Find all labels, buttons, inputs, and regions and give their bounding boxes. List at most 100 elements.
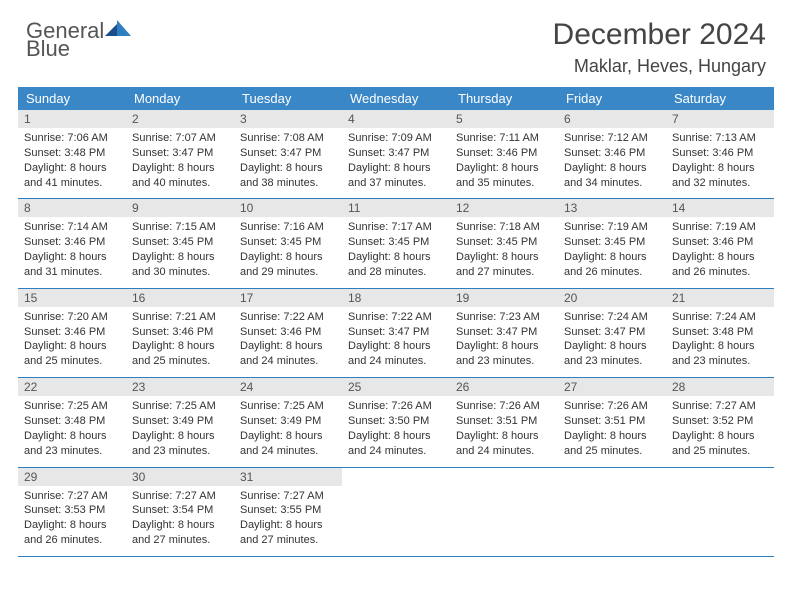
week-row: 8Sunrise: 7:14 AMSunset: 3:46 PMDaylight… — [18, 199, 774, 288]
empty-day-cell — [666, 468, 774, 556]
day-info-line: Daylight: 8 hours — [132, 518, 228, 533]
day-number-row: 5 — [450, 110, 558, 128]
logo: General Blue — [26, 18, 131, 60]
empty-day-cell — [450, 468, 558, 556]
day-info-line: Sunset: 3:51 PM — [564, 414, 660, 429]
day-info-line: Sunset: 3:53 PM — [24, 503, 120, 518]
day-info-line: Daylight: 8 hours — [672, 339, 768, 354]
day-info-line: and 26 minutes. — [672, 265, 768, 280]
day-info-line: Sunrise: 7:26 AM — [348, 399, 444, 414]
day-info-line: Sunrise: 7:25 AM — [24, 399, 120, 414]
day-cell: 27Sunrise: 7:26 AMSunset: 3:51 PMDayligh… — [558, 378, 666, 466]
day-number-row: 13 — [558, 199, 666, 217]
day-info-line: and 27 minutes. — [456, 265, 552, 280]
day-info-line: Sunset: 3:47 PM — [348, 146, 444, 161]
day-info-line: Sunset: 3:45 PM — [348, 235, 444, 250]
day-number-row: 21 — [666, 289, 774, 307]
day-info-line: Daylight: 8 hours — [564, 161, 660, 176]
day-cell: 31Sunrise: 7:27 AMSunset: 3:55 PMDayligh… — [234, 468, 342, 556]
day-info-line: Sunset: 3:47 PM — [348, 325, 444, 340]
day-number-row: 9 — [126, 199, 234, 217]
day-info-line: Sunrise: 7:27 AM — [24, 489, 120, 504]
day-info-line: Sunrise: 7:24 AM — [672, 310, 768, 325]
day-info-line: Daylight: 8 hours — [564, 250, 660, 265]
day-number-row: 6 — [558, 110, 666, 128]
day-number-row: 28 — [666, 378, 774, 396]
day-number: 7 — [672, 112, 768, 126]
day-info-line: Sunset: 3:52 PM — [672, 414, 768, 429]
day-info-line: and 31 minutes. — [24, 265, 120, 280]
day-cell: 1Sunrise: 7:06 AMSunset: 3:48 PMDaylight… — [18, 110, 126, 198]
day-info-line: Daylight: 8 hours — [348, 429, 444, 444]
day-info-line: Sunrise: 7:20 AM — [24, 310, 120, 325]
day-info-line: Sunset: 3:46 PM — [672, 235, 768, 250]
day-info-line: and 25 minutes. — [564, 444, 660, 459]
day-number-row: 12 — [450, 199, 558, 217]
day-info-line: Sunset: 3:55 PM — [240, 503, 336, 518]
day-info-line: Sunset: 3:48 PM — [672, 325, 768, 340]
day-info-line: Daylight: 8 hours — [456, 429, 552, 444]
day-header: Monday — [126, 87, 234, 110]
day-info-line: Sunrise: 7:23 AM — [456, 310, 552, 325]
day-info-line: and 29 minutes. — [240, 265, 336, 280]
week-row: 15Sunrise: 7:20 AMSunset: 3:46 PMDayligh… — [18, 289, 774, 378]
day-number-row: 22 — [18, 378, 126, 396]
title-block: December 2024 Maklar, Heves, Hungary — [553, 18, 766, 77]
day-info-line: Sunrise: 7:14 AM — [24, 220, 120, 235]
day-cell: 16Sunrise: 7:21 AMSunset: 3:46 PMDayligh… — [126, 289, 234, 377]
day-info-line: Sunset: 3:47 PM — [564, 325, 660, 340]
week-row: 1Sunrise: 7:06 AMSunset: 3:48 PMDaylight… — [18, 110, 774, 199]
day-info-line: and 25 minutes. — [672, 444, 768, 459]
day-info-line: Sunrise: 7:24 AM — [564, 310, 660, 325]
day-info-line: Daylight: 8 hours — [24, 429, 120, 444]
day-number: 21 — [672, 291, 768, 305]
empty-day-cell — [342, 468, 450, 556]
day-number-row: 2 — [126, 110, 234, 128]
day-info-line: and 24 minutes. — [456, 444, 552, 459]
day-info-line: Sunset: 3:48 PM — [24, 414, 120, 429]
day-number-row: 18 — [342, 289, 450, 307]
day-info-line: and 25 minutes. — [24, 354, 120, 369]
day-info-line: and 27 minutes. — [132, 533, 228, 548]
day-number-row: 27 — [558, 378, 666, 396]
day-info-line: Sunrise: 7:18 AM — [456, 220, 552, 235]
day-info-line: Sunrise: 7:27 AM — [132, 489, 228, 504]
day-cell: 12Sunrise: 7:18 AMSunset: 3:45 PMDayligh… — [450, 199, 558, 287]
day-info-line: Sunrise: 7:22 AM — [348, 310, 444, 325]
day-info-line: and 26 minutes. — [24, 533, 120, 548]
day-number: 8 — [24, 201, 120, 215]
day-info-line: Daylight: 8 hours — [564, 339, 660, 354]
day-info-line: and 24 minutes. — [348, 444, 444, 459]
day-info-line: Daylight: 8 hours — [456, 161, 552, 176]
day-info-line: and 35 minutes. — [456, 176, 552, 191]
day-number: 26 — [456, 380, 552, 394]
day-info-line: Daylight: 8 hours — [672, 161, 768, 176]
day-info-line: and 41 minutes. — [24, 176, 120, 191]
day-cell: 3Sunrise: 7:08 AMSunset: 3:47 PMDaylight… — [234, 110, 342, 198]
day-number: 3 — [240, 112, 336, 126]
day-number: 9 — [132, 201, 228, 215]
day-info-line: Sunrise: 7:25 AM — [132, 399, 228, 414]
day-info-line: Sunset: 3:46 PM — [672, 146, 768, 161]
day-info-line: and 28 minutes. — [348, 265, 444, 280]
day-info-line: and 30 minutes. — [132, 265, 228, 280]
day-header: Tuesday — [234, 87, 342, 110]
day-info-line: Sunset: 3:46 PM — [24, 235, 120, 250]
day-info-line: and 23 minutes. — [24, 444, 120, 459]
day-number: 12 — [456, 201, 552, 215]
day-info-line: Daylight: 8 hours — [348, 161, 444, 176]
day-info-line: and 37 minutes. — [348, 176, 444, 191]
day-info-line: Sunrise: 7:19 AM — [564, 220, 660, 235]
day-info-line: Daylight: 8 hours — [132, 250, 228, 265]
day-number: 6 — [564, 112, 660, 126]
day-info-line: Daylight: 8 hours — [348, 339, 444, 354]
week-row: 22Sunrise: 7:25 AMSunset: 3:48 PMDayligh… — [18, 378, 774, 467]
day-number: 15 — [24, 291, 120, 305]
day-cell: 29Sunrise: 7:27 AMSunset: 3:53 PMDayligh… — [18, 468, 126, 556]
day-info-line: Sunrise: 7:27 AM — [240, 489, 336, 504]
day-header: Sunday — [18, 87, 126, 110]
day-info-line: Sunrise: 7:06 AM — [24, 131, 120, 146]
day-info-line: Sunset: 3:45 PM — [564, 235, 660, 250]
day-number: 17 — [240, 291, 336, 305]
day-info-line: Sunset: 3:48 PM — [24, 146, 120, 161]
